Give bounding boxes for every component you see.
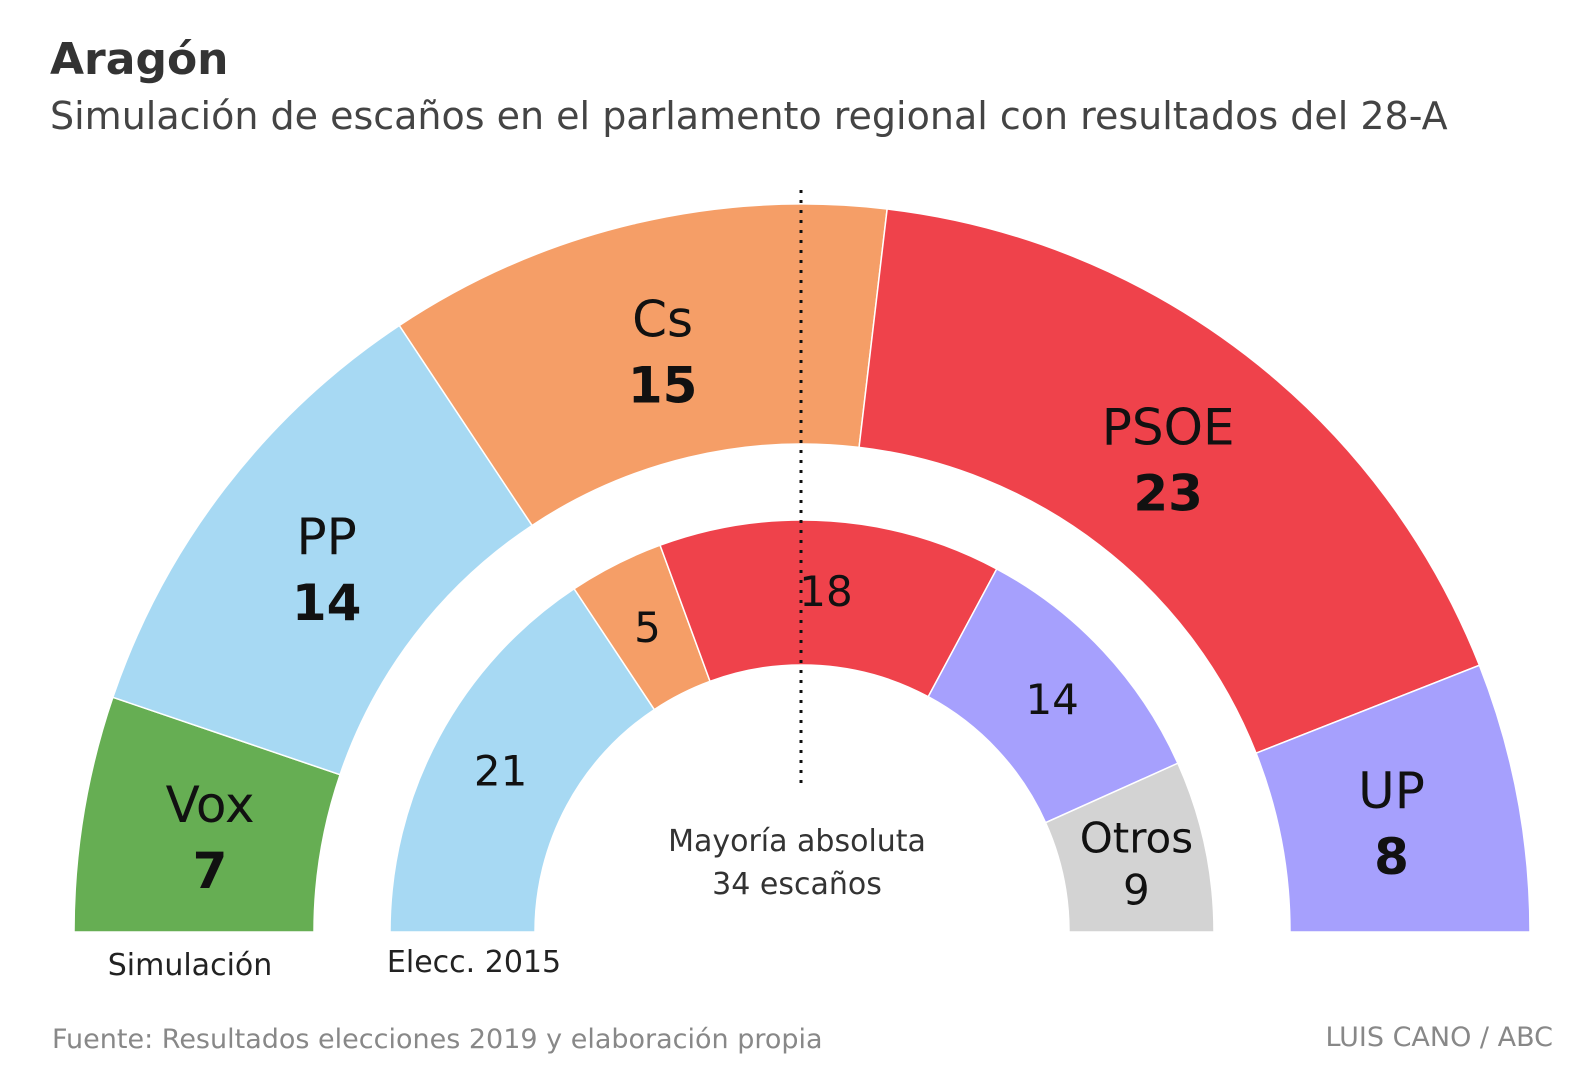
seat-count-up-simulacion: 8 [1374,828,1409,886]
outer-ring-simulation: Vox 7 PP 14 Cs 15 PSOE 23 UP 8 [73,203,1531,933]
outer-ring-label: Simulación [108,948,273,983]
party-label-otros: Otros [1080,813,1193,862]
party-label-cs: Cs [632,290,693,348]
majority-label-line1: Mayoría absoluta [668,824,926,859]
source-note: Fuente: Resultados elecciones 2019 y ela… [52,1024,823,1055]
seat-count-cs-simulacion: 15 [628,356,698,414]
chart-title: Aragón [50,34,229,85]
seat-count-segment-2-2015: 18 [799,567,852,616]
seat-count-vox-simulacion: 7 [193,842,228,900]
majority-label-line2: 34 escaños [712,867,882,902]
party-label-psoe: PSOE [1102,399,1235,457]
seat-count-segment-1-2015: 5 [634,603,661,652]
segment-psoe-simulacion [858,208,1481,755]
segment-otros-2015 [1044,762,1215,933]
chart-subtitle: Simulación de escaños en el parlamento r… [50,94,1448,138]
seat-count-otros-2015: 9 [1123,865,1150,914]
seat-count-segment-3-2015: 14 [1025,675,1078,724]
party-label-pp: PP [297,508,357,566]
party-label-vox: Vox [166,776,255,834]
seat-count-pp-simulacion: 14 [292,574,362,632]
segment-up-simulacion [1255,664,1531,933]
inner-ring-label: Elecc. 2015 [387,945,561,980]
seat-count-segment-0-2015: 21 [474,746,527,795]
credit-note: LUIS CANO / ABC [1325,1022,1553,1053]
seat-count-psoe-simulacion: 23 [1133,465,1203,523]
party-label-up: UP [1358,762,1425,820]
